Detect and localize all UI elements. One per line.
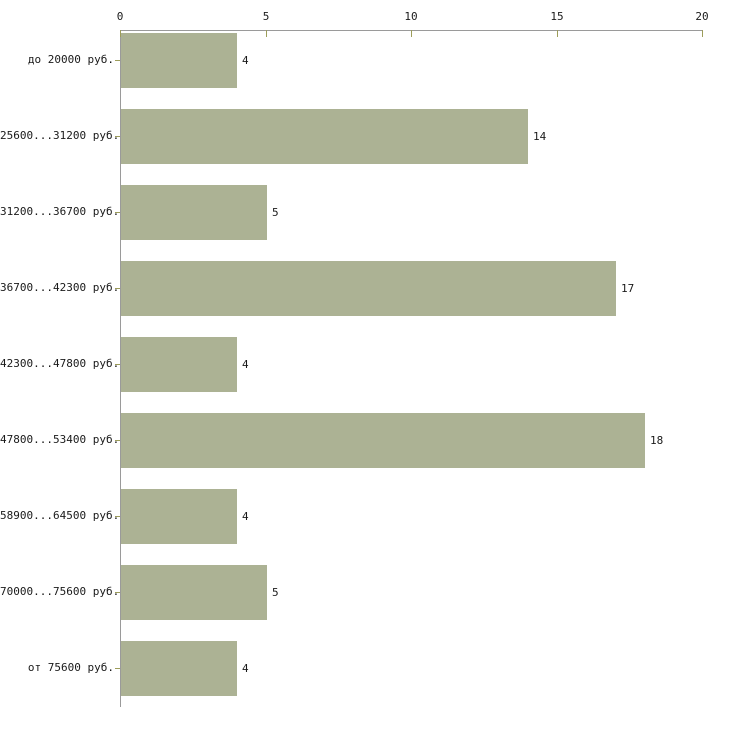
category-label-4: 42300...47800 руб. [0, 357, 120, 370]
x-tick-1 [266, 30, 267, 37]
x-tick-label-3: 15 [550, 10, 564, 23]
category-tick-3 [115, 288, 120, 289]
bar-2 [121, 185, 267, 240]
x-tick-label-2: 10 [404, 10, 418, 23]
category-tick-1 [115, 136, 120, 137]
x-tick-3 [557, 30, 558, 37]
bar-value-2: 5 [272, 206, 279, 219]
category-label-7: 70000...75600 руб. [0, 585, 120, 598]
x-tick-2 [411, 30, 412, 37]
bar-0 [121, 33, 237, 88]
bar-1 [121, 109, 528, 164]
x-tick-label-1: 5 [262, 10, 270, 23]
category-label-0: до 20000 руб. [27, 53, 114, 66]
category-tick-5 [115, 440, 120, 441]
bar-value-4: 4 [242, 358, 249, 371]
bar-4 [121, 337, 237, 392]
bar-value-7: 5 [272, 586, 279, 599]
x-tick-4 [702, 30, 703, 37]
category-label-5: 47800...53400 руб. [0, 433, 120, 446]
bar-6 [121, 489, 237, 544]
bar-value-3: 17 [621, 282, 635, 295]
category-tick-0 [115, 60, 120, 61]
bar-5 [121, 413, 645, 468]
bar-value-5: 18 [650, 434, 664, 447]
bar-value-1: 14 [533, 130, 547, 143]
x-tick-label-4: 20 [695, 10, 709, 23]
y-axis-line [120, 30, 121, 707]
category-tick-2 [115, 212, 120, 213]
bar-8 [121, 641, 237, 696]
bar-value-0: 4 [242, 54, 249, 67]
x-tick-label-0: 0 [116, 10, 124, 23]
x-tick-0 [120, 30, 121, 37]
bar-value-6: 4 [242, 510, 249, 523]
bar-3 [121, 261, 616, 316]
category-label-6: 58900...64500 руб. [0, 509, 120, 522]
category-label-8: от 75600 руб. [27, 661, 114, 674]
category-label-3: 36700...42300 руб. [0, 281, 120, 294]
category-tick-7 [115, 592, 120, 593]
category-tick-4 [115, 364, 120, 365]
bar-value-8: 4 [242, 662, 249, 675]
category-tick-8 [115, 668, 120, 669]
category-label-1: 25600...31200 руб. [0, 129, 120, 142]
category-tick-6 [115, 516, 120, 517]
category-label-2: 31200...36700 руб. [0, 205, 120, 218]
bar-7 [121, 565, 267, 620]
